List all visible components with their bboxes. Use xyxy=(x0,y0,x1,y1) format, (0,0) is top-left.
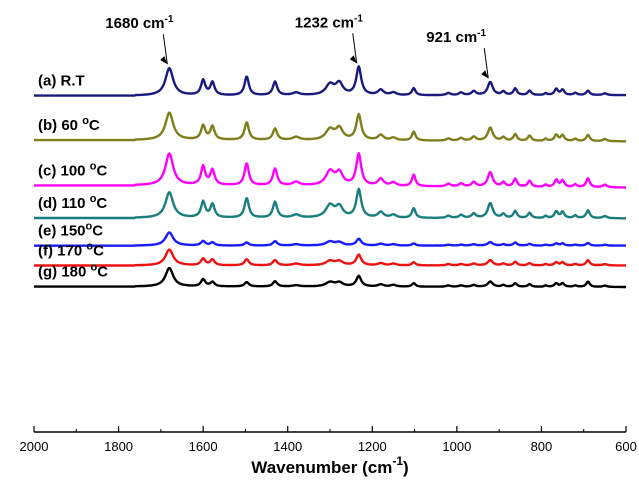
series-line-2 xyxy=(33,111,627,143)
x-tick-label-8: 600 xyxy=(615,439,637,454)
x-tick-label-4: 1400 xyxy=(273,439,302,454)
x-tick-label-7: 800 xyxy=(531,439,553,454)
annotation-arrowhead-3 xyxy=(481,70,489,79)
annotation-arrowhead-2 xyxy=(349,55,357,64)
x-tick-label-2: 1800 xyxy=(104,439,133,454)
series-label-6: (f) 170 oC xyxy=(38,241,104,260)
peak-annotation-3: 921 cm-1 xyxy=(426,28,486,46)
series-line-1 xyxy=(33,65,627,97)
peak-annotation-2: 1232 cm-1 xyxy=(295,13,364,31)
x-axis-title: Wavenumber (cm-1) xyxy=(251,454,408,477)
series-label-3: (c) 100 oC xyxy=(38,160,107,179)
series-line-7 xyxy=(33,266,627,289)
series-line-4 xyxy=(33,187,627,220)
series-label-7: (g) 180 oC xyxy=(38,262,108,281)
x-tick-label-6: 1000 xyxy=(442,439,471,454)
annotation-arrowhead-1 xyxy=(160,56,168,65)
x-axis: 2000 1800 1600 1400 1200 1000 800 600 xyxy=(20,426,637,454)
series-line-3 xyxy=(33,151,627,189)
series-line-6 xyxy=(33,248,627,267)
annotation-arrow-2 xyxy=(352,33,358,64)
series-label-2: (b) 60 oC xyxy=(38,115,100,134)
x-tick-label-1: 2000 xyxy=(20,439,49,454)
series-label-5: (e) 150oC xyxy=(38,221,103,240)
x-tick-label-5: 1200 xyxy=(358,439,387,454)
x-tick-label-3: 1600 xyxy=(189,439,218,454)
series-layer xyxy=(33,65,627,289)
series-line-5 xyxy=(33,231,627,247)
series-label-4: (d) 110 oC xyxy=(38,193,107,212)
annotation-layer: 1680 cm-1 1232 cm-1 921 cm-1 xyxy=(105,13,489,79)
series-label-layer: (a) R.T (b) 60 oC (c) 100 oC (d) 110 oC (e) … xyxy=(38,73,108,281)
annotation-arrow-1 xyxy=(162,34,168,65)
annotation-arrow-3 xyxy=(483,48,489,79)
peak-annotation-1: 1680 cm-1 xyxy=(105,14,174,32)
series-label-1: (a) R.T xyxy=(38,73,85,90)
